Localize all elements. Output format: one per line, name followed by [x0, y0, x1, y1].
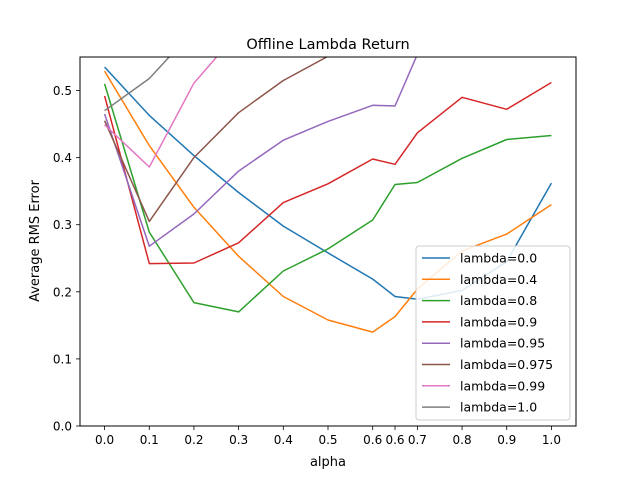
x-tick-label: 0.7 [408, 433, 427, 447]
x-axis-label: alpha [310, 455, 346, 470]
legend-label-3: lambda=0.9 [460, 314, 537, 329]
x-tick-label: 0.5 [318, 433, 337, 447]
x-tick-label: 0.8 [453, 433, 472, 447]
series-line-2 [103, 83, 552, 313]
series-line-5 [103, 57, 329, 223]
chart-title: Offline Lambda Return [246, 37, 409, 53]
y-tick-label: 0.1 [53, 352, 72, 366]
legend-label-5: lambda=0.975 [460, 357, 553, 372]
series-line-3 [103, 81, 552, 265]
x-tick-label: 0.0 [95, 433, 114, 447]
y-axis: 0.0 0.1 0.2 0.3 0.4 0.5 [53, 84, 80, 434]
legend-label-6: lambda=0.99 [460, 378, 545, 393]
x-tick-label: 1.0 [542, 433, 561, 447]
x-tick-label: 0.6 [363, 433, 382, 447]
series-line-6 [104, 57, 218, 168]
legend: lambda=0.0 lambda=0.4 lambda=0.8 lambda=0.9… [415, 245, 571, 421]
series-line-4 [103, 57, 418, 247]
y-tick-label: 0.3 [53, 218, 72, 232]
legend-label-1: lambda=0.4 [460, 272, 537, 287]
legend-label-7: lambda=1.0 [460, 400, 537, 415]
x-tick-label: 0.3 [229, 433, 248, 447]
x-axis: 0.0 0.1 0.2 0.3 0.4 0.5 0.6 0.6 0.7 0.8 0.9 1.0 [95, 426, 561, 447]
x-tick-label: 0.6 [385, 433, 404, 447]
x-tick-label: 0.2 [184, 433, 203, 447]
x-tick-label: 0.9 [497, 433, 516, 447]
legend-label-2: lambda=0.8 [460, 293, 537, 308]
y-axis-label: Average RMS Error [28, 179, 43, 301]
x-tick-label: 0.4 [274, 433, 293, 447]
y-tick-label: 0.4 [53, 151, 72, 165]
legend-label-4: lambda=0.95 [460, 336, 545, 351]
y-tick-label: 0.5 [53, 84, 72, 98]
y-tick-label: 0.2 [53, 285, 72, 299]
legend-box [415, 245, 571, 421]
legend-label-0: lambda=0.0 [460, 251, 537, 266]
y-tick-label: 0.0 [53, 420, 72, 434]
x-tick-label: 0.1 [140, 433, 159, 447]
